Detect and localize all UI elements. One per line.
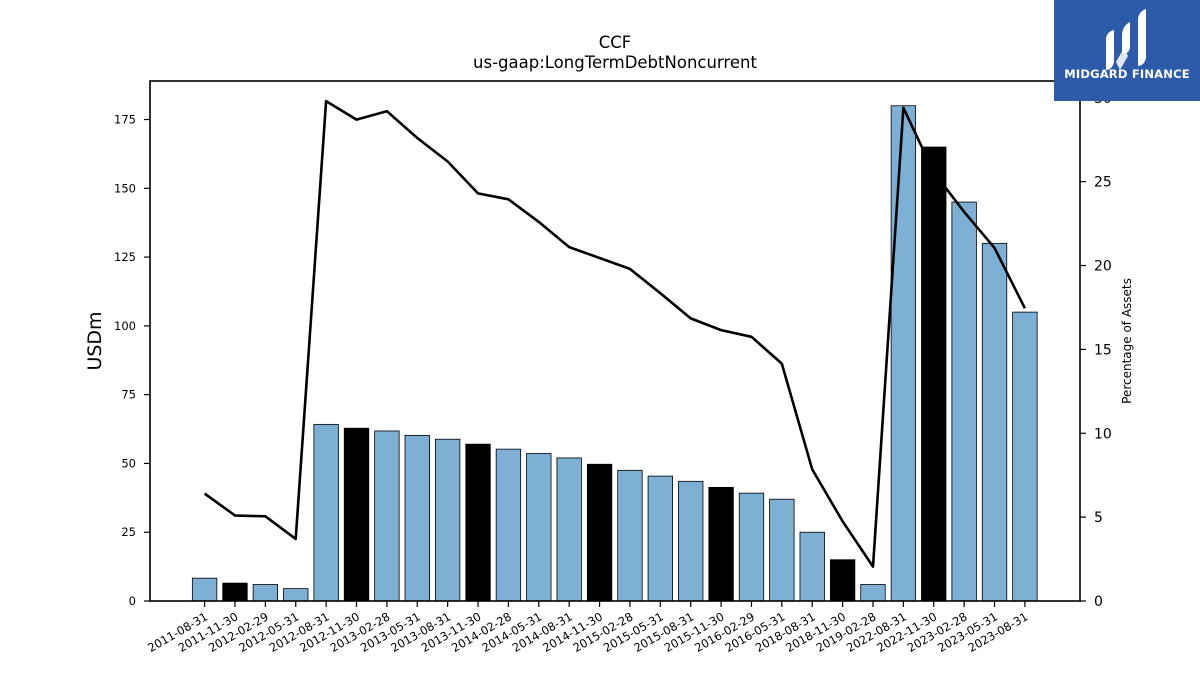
y2-axis-label: Percentage of Assets	[1120, 278, 1134, 404]
y2-tick-label: 10	[1094, 426, 1112, 442]
bar	[951, 201, 977, 602]
y-tick-label: 0	[129, 594, 136, 608]
bar	[313, 423, 339, 602]
y-tick-label: 25	[121, 525, 136, 539]
y2-tick-label: 20	[1094, 259, 1112, 275]
bar	[191, 577, 218, 602]
bar	[252, 584, 279, 602]
bar	[981, 242, 1008, 602]
chart-subtitle: us-gaap:LongTermDebtNoncurrent	[473, 53, 757, 72]
bar	[921, 146, 947, 602]
y-tick-label: 75	[121, 388, 136, 402]
chart-title: CCF	[599, 33, 632, 52]
bar	[829, 559, 856, 602]
bar	[647, 475, 673, 602]
bar	[374, 430, 400, 602]
x-axis-ticks: 2011-08-312011-11-302012-02-292012-05-31…	[145, 601, 1030, 655]
bar	[495, 448, 522, 602]
y-tick-label: 100	[114, 319, 136, 333]
bar	[738, 492, 765, 602]
y-tick-label: 150	[114, 181, 136, 195]
line-group	[203, 99, 1027, 568]
bar	[526, 453, 552, 602]
brand-name: MIDGARD FINANCE	[1064, 67, 1190, 81]
bar	[283, 588, 309, 602]
y-axis-ticks: 0 25 50 75 100 125 150 175	[114, 113, 150, 608]
brand-logo: MIDGARD FINANCE	[1054, 0, 1200, 101]
bars-group	[191, 105, 1038, 602]
y2-axis-ticks: 051015202530	[1080, 91, 1112, 610]
bar	[617, 469, 643, 602]
bar	[799, 531, 825, 602]
y-tick-label: 125	[114, 250, 136, 264]
y2-tick-label: 25	[1094, 175, 1112, 191]
bar	[343, 427, 370, 602]
y2-tick-label: 0	[1094, 594, 1103, 610]
bar	[1012, 311, 1038, 602]
y-tick-label: 50	[121, 456, 136, 470]
bar	[404, 434, 430, 602]
bar	[222, 582, 248, 602]
y2-tick-label: 15	[1094, 342, 1112, 358]
y2-tick-label: 5	[1094, 510, 1103, 526]
bar	[708, 486, 734, 602]
y-tick-label: 175	[114, 113, 136, 127]
bar	[860, 584, 886, 602]
bar	[890, 105, 917, 602]
bar	[586, 463, 613, 602]
bar	[465, 443, 491, 602]
bar	[769, 498, 795, 602]
bar	[556, 457, 582, 602]
midgard-logo-icon	[1106, 9, 1146, 70]
percentage-line	[203, 99, 1027, 568]
bar	[435, 438, 461, 602]
y-axis-label: USDm	[84, 311, 106, 370]
bar	[678, 480, 704, 602]
plot-frame	[149, 80, 1081, 602]
